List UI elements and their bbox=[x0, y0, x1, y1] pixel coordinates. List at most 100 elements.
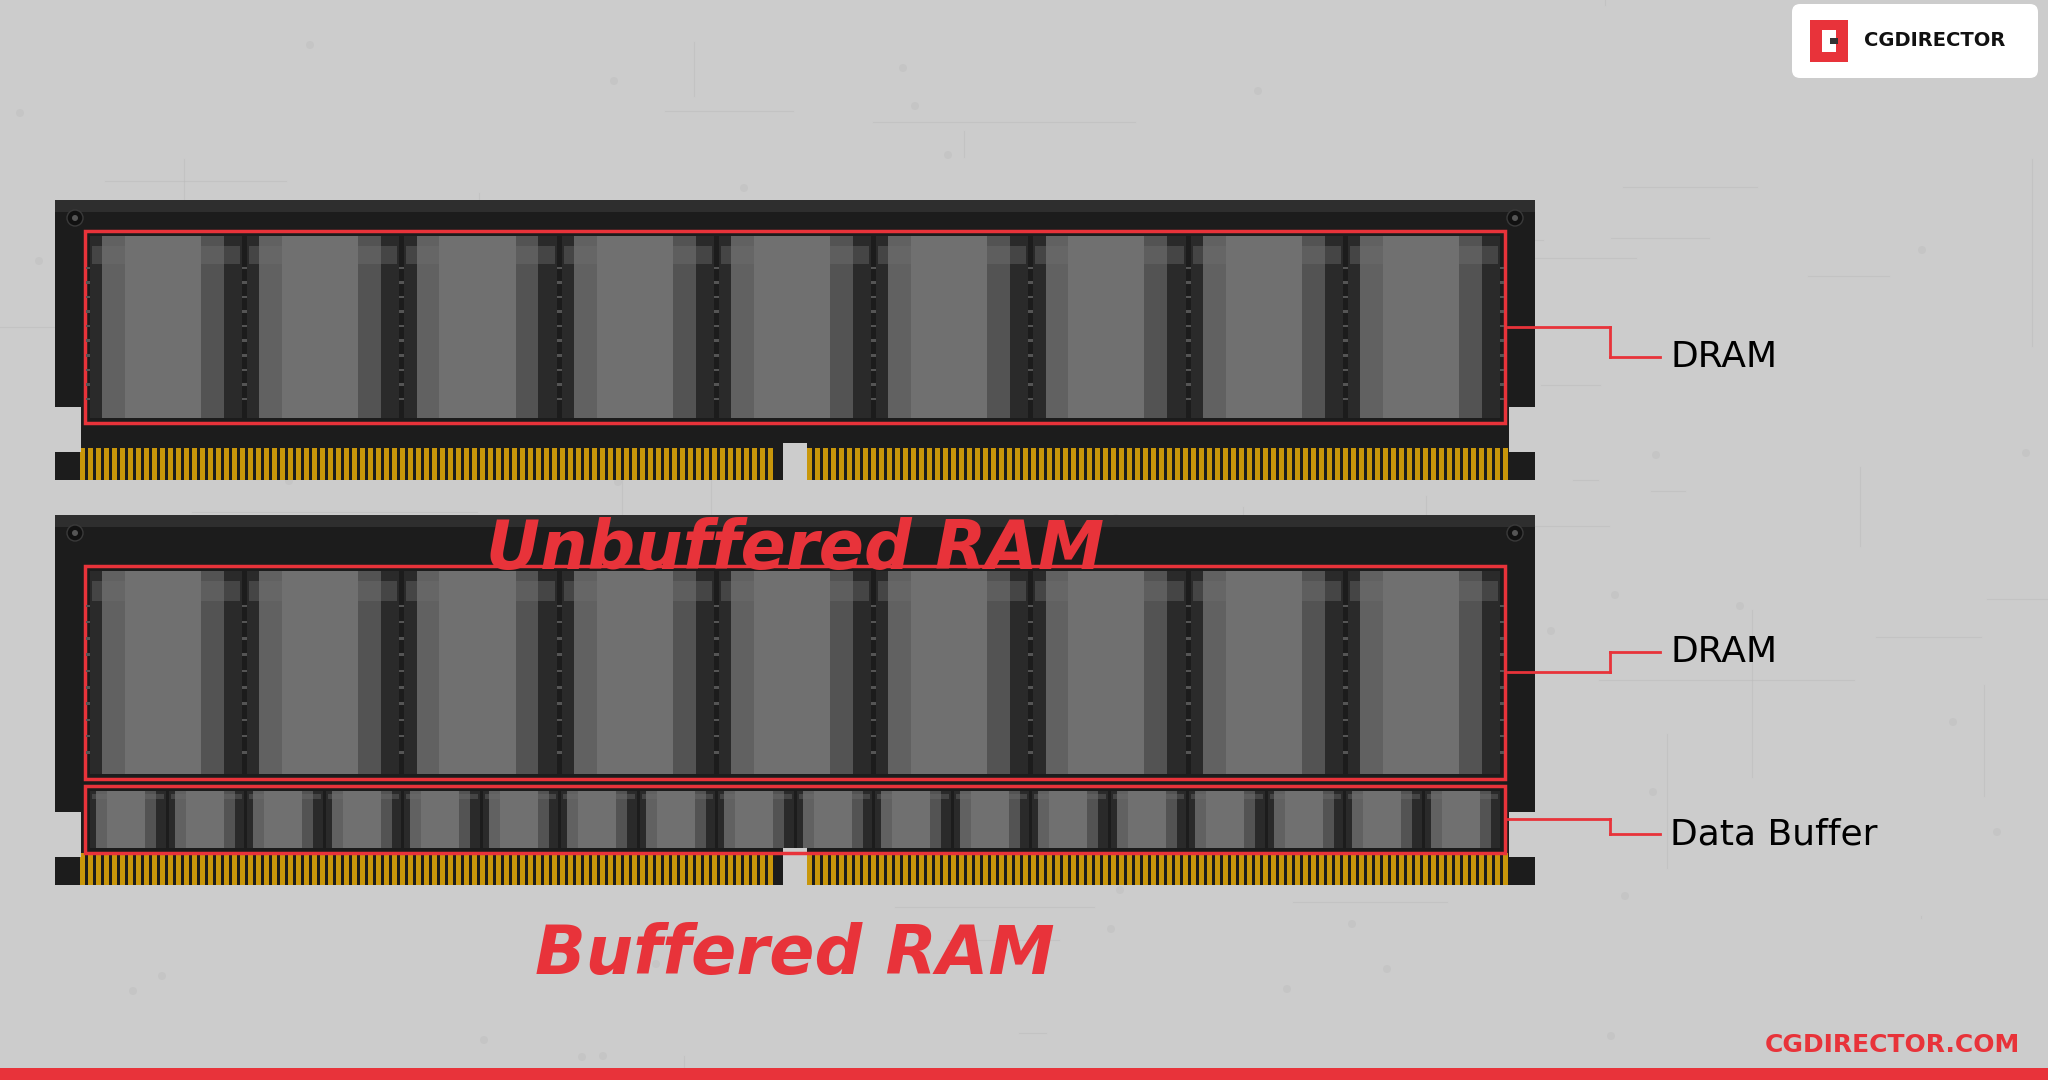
Bar bbox=[616, 853, 621, 885]
Bar bbox=[664, 853, 670, 885]
Circle shape bbox=[1737, 602, 1745, 610]
Bar bbox=[1135, 853, 1141, 885]
Bar bbox=[399, 734, 403, 738]
Bar bbox=[1186, 354, 1190, 356]
Bar bbox=[573, 237, 596, 418]
Bar bbox=[1499, 325, 1503, 327]
Bar bbox=[1509, 812, 1536, 858]
Bar bbox=[1352, 791, 1364, 848]
Bar bbox=[401, 354, 403, 356]
Bar bbox=[1303, 853, 1309, 885]
Circle shape bbox=[530, 302, 539, 310]
Bar bbox=[1499, 267, 1503, 269]
Bar bbox=[242, 752, 246, 754]
Bar bbox=[715, 325, 719, 327]
Bar bbox=[1479, 791, 1491, 848]
Bar bbox=[242, 718, 246, 721]
Bar bbox=[1247, 853, 1251, 885]
Bar bbox=[557, 621, 561, 623]
Bar bbox=[1028, 368, 1032, 372]
Bar bbox=[1462, 448, 1468, 480]
Bar bbox=[715, 702, 719, 705]
Bar bbox=[1186, 670, 1190, 672]
Bar bbox=[549, 791, 557, 848]
Bar bbox=[1364, 791, 1401, 848]
Bar bbox=[223, 237, 242, 418]
Bar bbox=[719, 570, 731, 774]
Bar bbox=[557, 368, 561, 372]
Bar bbox=[1382, 570, 1458, 774]
Bar bbox=[121, 853, 125, 885]
Bar bbox=[1499, 605, 1503, 607]
Bar bbox=[1343, 637, 1348, 639]
Bar bbox=[1343, 702, 1348, 705]
Bar bbox=[1198, 853, 1204, 885]
Bar bbox=[721, 794, 791, 799]
Bar bbox=[1343, 670, 1348, 672]
Bar bbox=[754, 570, 829, 774]
Bar bbox=[1343, 267, 1348, 269]
Bar bbox=[242, 670, 246, 672]
Bar bbox=[1192, 245, 1341, 264]
Bar bbox=[406, 794, 477, 799]
Bar bbox=[563, 794, 635, 799]
Bar bbox=[86, 702, 90, 705]
Bar bbox=[1350, 245, 1497, 264]
Bar bbox=[557, 383, 561, 386]
Bar bbox=[874, 791, 881, 848]
Circle shape bbox=[1116, 886, 1124, 894]
Bar bbox=[1343, 605, 1348, 607]
Bar bbox=[326, 791, 332, 848]
Text: DRAM: DRAM bbox=[1669, 635, 1778, 670]
Bar bbox=[895, 448, 899, 480]
Bar bbox=[696, 237, 715, 418]
Bar bbox=[1499, 653, 1503, 656]
Circle shape bbox=[1546, 627, 1554, 635]
Bar bbox=[1346, 791, 1421, 848]
Bar bbox=[1030, 752, 1034, 754]
Bar bbox=[735, 853, 741, 885]
Bar bbox=[86, 605, 90, 607]
Bar bbox=[731, 570, 754, 774]
Bar bbox=[399, 702, 403, 705]
Bar bbox=[1047, 853, 1053, 885]
Circle shape bbox=[944, 151, 952, 159]
Bar bbox=[879, 853, 885, 885]
Bar bbox=[401, 637, 403, 639]
Bar bbox=[1343, 734, 1348, 738]
Bar bbox=[1028, 383, 1032, 386]
Bar bbox=[799, 794, 870, 799]
Bar bbox=[401, 752, 403, 754]
Bar bbox=[862, 791, 872, 848]
Bar bbox=[1151, 853, 1155, 885]
Bar bbox=[725, 791, 735, 848]
Bar bbox=[143, 448, 150, 480]
Bar bbox=[1343, 339, 1348, 342]
Bar bbox=[715, 339, 719, 342]
Bar bbox=[223, 570, 242, 774]
Bar bbox=[399, 448, 406, 480]
Bar bbox=[1343, 686, 1348, 689]
Bar bbox=[193, 448, 197, 480]
Bar bbox=[1499, 339, 1503, 342]
Bar bbox=[399, 281, 403, 284]
Bar bbox=[1186, 734, 1190, 738]
Bar bbox=[260, 237, 283, 418]
Bar bbox=[1348, 570, 1360, 774]
Bar bbox=[125, 570, 201, 774]
Bar bbox=[1413, 791, 1421, 848]
Circle shape bbox=[1282, 985, 1290, 993]
Bar bbox=[242, 325, 246, 327]
Bar bbox=[557, 397, 561, 401]
Bar bbox=[657, 791, 694, 848]
Bar bbox=[80, 448, 86, 480]
Bar bbox=[1415, 448, 1419, 480]
Bar bbox=[1186, 702, 1190, 705]
Circle shape bbox=[739, 184, 748, 192]
Bar bbox=[1286, 448, 1292, 480]
Bar bbox=[1186, 354, 1190, 356]
Bar bbox=[104, 853, 109, 885]
Bar bbox=[578, 791, 616, 848]
Bar bbox=[715, 296, 719, 298]
Bar bbox=[399, 383, 403, 386]
